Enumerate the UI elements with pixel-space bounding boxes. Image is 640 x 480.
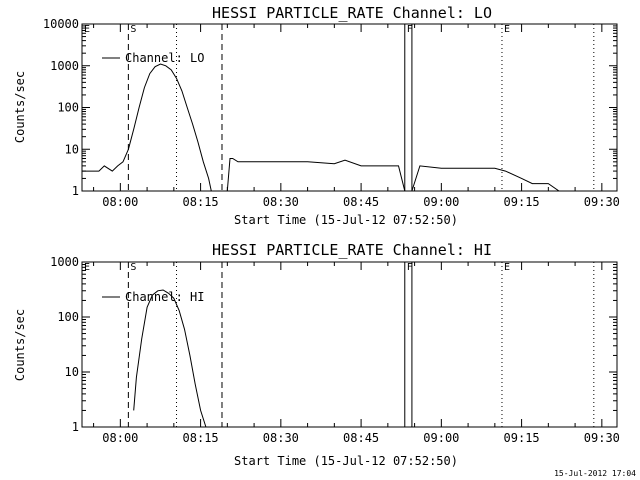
panel-lo-ytick-label: 100 — [57, 101, 79, 115]
panel-hi-marker-label: F — [407, 262, 413, 273]
panel-hi-xtick-label: 08:15 — [183, 431, 219, 445]
panel-hi-xtick-label: 08:30 — [263, 431, 299, 445]
panel-lo-x-label: Start Time (15-Jul-12 07:52:50) — [234, 213, 458, 227]
panel-lo-xtick-label: 09:15 — [504, 195, 540, 209]
panel-hi-marker-label: E — [84, 262, 90, 273]
panel-lo-marker-label: S — [130, 24, 136, 35]
panel-hi-xtick-label: 09:15 — [504, 431, 540, 445]
panel-lo-marker-label: E — [504, 24, 510, 35]
panel-hi-y-axis: 1 10 100 1000 — [50, 255, 617, 434]
panel-lo: HESSI PARTICLE_RATE Channel: LO 1 10 100 10… — [13, 4, 620, 227]
panel-lo-series-line — [82, 63, 581, 192]
panel-lo-y-label: Counts/sec — [13, 71, 27, 143]
panel-lo-plot-area — [81, 23, 618, 192]
panel-lo-xtick-label: 09:00 — [423, 195, 459, 209]
panel-lo-legend: Channel: LO — [102, 51, 204, 65]
panel-lo-ytick-label: 10 — [65, 142, 79, 156]
panel-hi-marker-label: E — [504, 262, 510, 273]
panel-hi-xtick-label: 09:00 — [423, 431, 459, 445]
panel-lo-title: HESSI PARTICLE_RATE Channel: LO — [212, 4, 492, 22]
panel-hi-title: HESSI PARTICLE_RATE Channel: HI — [212, 241, 492, 259]
panel-lo-marker-label: E — [84, 24, 90, 35]
panel-hi-legend: Channel: HI — [102, 290, 204, 304]
panel-hi-legend-label: Channel: HI — [125, 290, 204, 304]
panel-hi: HESSI PARTICLE_RATE Channel: HI 1 10 100 10… — [13, 241, 620, 468]
panel-lo-ytick-label: 1 — [72, 184, 79, 198]
panel-hi-marker-label: S — [130, 262, 136, 273]
panel-hi-x-label: Start Time (15-Jul-12 07:52:50) — [234, 454, 458, 468]
panel-lo-xtick-label: 08:00 — [102, 195, 138, 209]
panel-lo-marker-label: F — [407, 24, 413, 35]
plot-timestamp: 15-Jul-2012 17:04 — [554, 469, 636, 478]
panel-hi-xtick-label: 08:45 — [343, 431, 379, 445]
panel-lo-x-axis: 08:00 08:15 08:30 08:45 09:00 09:15 09:30 — [93, 24, 620, 209]
panel-hi-xtick-label: 08:00 — [102, 431, 138, 445]
panel-hi-plot-area — [81, 261, 618, 428]
panel-lo-xtick-label: 08:15 — [183, 195, 219, 209]
panel-lo-xtick-label: 08:45 — [343, 195, 379, 209]
panel-lo-xtick-label: 09:30 — [584, 195, 620, 209]
panel-lo-y-axis: 1 10 100 1000 10000 — [43, 17, 617, 198]
panel-hi-y-label: Counts/sec — [13, 309, 27, 381]
panel-hi-ytick-label: 1000 — [50, 255, 79, 269]
panel-hi-ytick-label: 10 — [65, 365, 79, 379]
panel-hi-xtick-label: 09:30 — [584, 431, 620, 445]
panel-hi-ytick-label: 100 — [57, 310, 79, 324]
panel-lo-ytick-label: 10000 — [43, 17, 79, 31]
panel-hi-series-line — [133, 289, 207, 428]
panel-hi-x-axis: 08:00 08:15 08:30 08:45 09:00 09:15 09:30 — [93, 262, 620, 445]
panel-lo-xtick-label: 08:30 — [263, 195, 299, 209]
panel-hi-ytick-label: 1 — [72, 420, 79, 434]
panel-lo-legend-label: Channel: LO — [125, 51, 204, 65]
panel-lo-ytick-label: 1000 — [50, 59, 79, 73]
